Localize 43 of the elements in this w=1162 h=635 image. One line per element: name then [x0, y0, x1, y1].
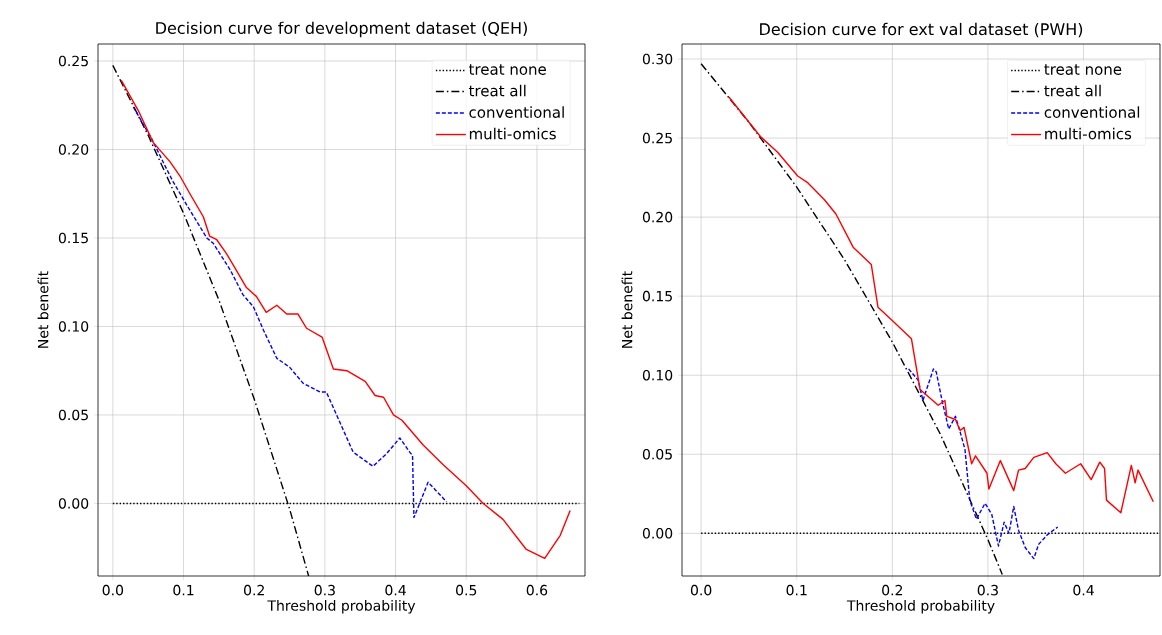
- y-axis-title: Net benefit: [37, 271, 49, 348]
- line-series: [907, 368, 1059, 560]
- y-tick-label: 0.10: [58, 321, 89, 332]
- legend-label: multi-omics: [1045, 127, 1132, 140]
- y-tick-label: 0.20: [642, 211, 673, 223]
- x-tick-label: 0.1: [173, 584, 194, 596]
- y-tick-label: 0.25: [642, 132, 672, 144]
- legend-label: treat none: [468, 64, 546, 75]
- x-axis-title: Threshold probability: [846, 600, 995, 614]
- y-tick-label: 0.10: [642, 369, 673, 381]
- y-axis-title: Net benefit: [621, 271, 633, 348]
- x-tick-label: 0.6: [526, 584, 548, 596]
- x-tick-label: 0.1: [786, 584, 807, 596]
- x-tick-label: 0.3: [314, 584, 335, 596]
- x-tick-label: 0.0: [690, 584, 712, 596]
- x-tick-label: 0.4: [385, 584, 406, 596]
- x-tick-label: 0.0: [102, 584, 124, 596]
- x-tick-label: 0.2: [882, 584, 903, 596]
- chart-title: Decision curve for development dataset (QEH): [156, 21, 527, 38]
- legend-label: treat all: [1044, 84, 1101, 97]
- chart-title: Decision curve for ext val dataset (PWH): [760, 22, 1083, 38]
- line-series: [728, 96, 1155, 514]
- legend-label: conventional: [469, 106, 564, 118]
- line-series: [132, 106, 448, 519]
- y-tick-label: 0.30: [642, 53, 673, 65]
- x-tick-label: 0.5: [456, 584, 477, 596]
- legend-label: treat none: [1044, 64, 1122, 75]
- y-tick-label: 0.05: [58, 409, 88, 421]
- x-tick-label: 0.2: [244, 584, 264, 596]
- y-tick-label: 0.00: [642, 528, 673, 539]
- line-series: [120, 79, 571, 560]
- legend-label: multi-omics: [469, 127, 556, 140]
- y-tick-label: 0.20: [58, 144, 89, 155]
- x-tick-label: 0.3: [977, 584, 998, 596]
- y-tick-label: 0.15: [58, 232, 88, 244]
- x-tick-label: 0.4: [1073, 584, 1094, 596]
- x-axis-title: Threshold probability: [267, 600, 416, 614]
- y-tick-label: 0.15: [642, 290, 672, 302]
- y-tick-label: 0.00: [58, 498, 89, 509]
- legend-label: conventional: [1044, 106, 1140, 118]
- y-tick-label: 0.25: [58, 55, 88, 67]
- legend-label: treat all: [468, 84, 526, 97]
- y-tick-label: 0.05: [642, 448, 672, 460]
